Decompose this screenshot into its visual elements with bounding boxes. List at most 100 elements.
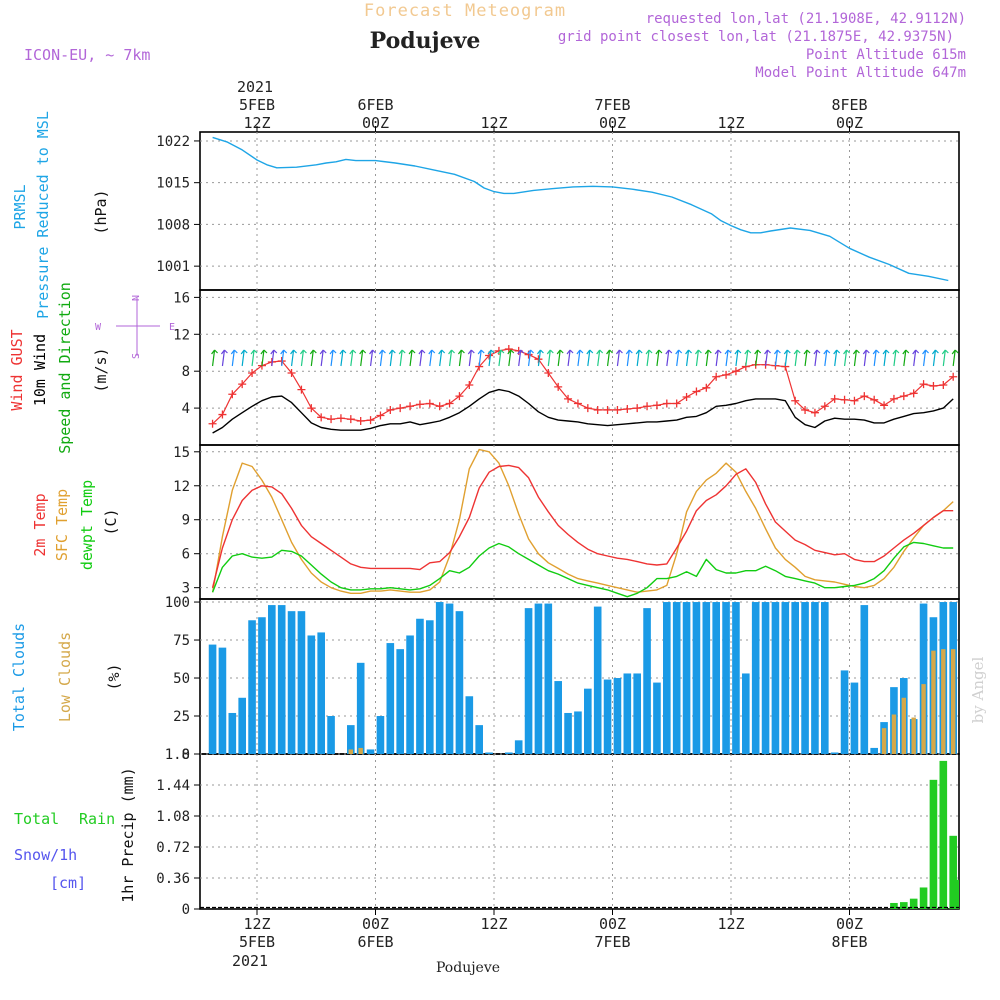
footer-station: Podujeve <box>436 960 500 976</box>
total-cloud-bar <box>574 711 582 754</box>
wind-arrow <box>408 349 416 367</box>
wind-arrow <box>951 349 959 367</box>
total-cloud-bar <box>791 602 799 754</box>
wind-arrow <box>517 349 525 367</box>
total-cloud-bar <box>347 725 355 754</box>
dewpt-line <box>211 541 954 598</box>
total-rain-label-2: Rain <box>79 810 115 828</box>
gust-marker <box>633 404 642 413</box>
gust-marker <box>643 402 652 411</box>
wind-arrow <box>359 349 367 367</box>
total-cloud-bar <box>455 611 464 754</box>
gust-marker <box>356 417 365 426</box>
y-tick-label: 1.8 <box>165 747 190 763</box>
total-cloud-bar <box>732 602 740 754</box>
total-cloud-bar <box>238 697 246 754</box>
total-cloud-bar <box>435 602 444 754</box>
rain-bar <box>890 902 898 909</box>
wind-arrow <box>240 349 248 367</box>
top-tick-hour: 00Z <box>836 114 863 132</box>
rain-bar <box>929 779 938 909</box>
wind-arrow <box>675 349 683 367</box>
gust-marker <box>702 383 711 392</box>
pressure-label-2: Pressure Reduced to MSL <box>34 111 52 319</box>
gust-marker <box>682 393 691 402</box>
y-tick-label: 15 <box>173 445 190 461</box>
wind-arrow <box>912 349 920 367</box>
sfc-temp-line <box>211 448 954 594</box>
total-cloud-bar <box>317 632 325 754</box>
gust-marker <box>445 399 454 408</box>
gust-marker <box>554 382 563 391</box>
total-cloud-bar <box>228 712 237 754</box>
low-cloud-bar <box>921 684 926 754</box>
wind-arrow <box>497 349 505 367</box>
y-tick-label: 1022 <box>156 134 190 150</box>
wind-arrow <box>704 349 712 367</box>
gust-marker <box>722 370 731 379</box>
bottom-tick-hour: 12Z <box>480 915 507 933</box>
total-cloud-bar <box>376 716 385 754</box>
wind-arrow <box>655 349 663 367</box>
wind-arrow <box>329 349 337 367</box>
wind-arrow <box>694 349 702 367</box>
gust-marker <box>652 401 661 410</box>
gust-marker <box>613 405 622 414</box>
gust-marker <box>603 405 612 414</box>
gust-marker <box>830 394 839 403</box>
gust-marker <box>386 405 395 414</box>
low-cloud-bar <box>941 649 946 754</box>
pressure-labels: PRMSL Pressure Reduced to MSL (hPa) <box>11 111 110 319</box>
gust-marker <box>406 402 415 411</box>
y-tick-label: 75 <box>173 633 190 649</box>
wind-label: 10m Wind <box>31 334 49 406</box>
y-tick-label: 3 <box>182 581 190 597</box>
gust-marker <box>850 396 859 405</box>
wind-arrow <box>576 349 584 367</box>
wind-arrow <box>813 349 821 367</box>
total-cloud-bar <box>514 740 523 754</box>
rain-bar <box>909 898 918 909</box>
temp-unit: (C) <box>102 508 120 535</box>
total-cloud-bar <box>840 670 849 754</box>
wind-arrow <box>872 349 880 367</box>
total-cloud-bar <box>248 620 256 754</box>
wind-arrow <box>764 349 771 367</box>
wind-arrow <box>803 349 811 367</box>
wind-arrow <box>428 349 436 367</box>
total-cloud-bar <box>643 608 651 754</box>
gust-marker <box>791 396 800 405</box>
top-tick-hour: 12Z <box>480 114 507 132</box>
low-cloud-bar <box>911 717 916 754</box>
pressure-label-1: PRMSL <box>11 184 29 229</box>
gust-marker <box>297 385 306 394</box>
rain-bar <box>951 879 959 909</box>
wind-arrow <box>625 349 633 367</box>
total-cloud-bar <box>475 725 483 754</box>
total-cloud-bar <box>850 682 859 754</box>
gust-marker <box>218 410 227 419</box>
wind-arrow <box>645 349 653 367</box>
y-tick-label: 1.44 <box>156 778 190 794</box>
bottom-year: 2021 <box>232 952 268 970</box>
wind-arrow <box>685 349 692 367</box>
y-tick-label: 1001 <box>156 259 190 275</box>
bottom-tick-hour: 00Z <box>362 915 389 933</box>
low-cloud-bar <box>891 714 897 754</box>
wind-arrow <box>467 349 475 367</box>
total-cloud-bar <box>258 617 266 754</box>
gust-marker <box>801 405 810 414</box>
wind-arrow <box>309 349 317 367</box>
total-cloud-bar <box>830 752 839 754</box>
bottom-tick-day: 7FEB <box>594 933 630 951</box>
gust-marker <box>810 408 819 417</box>
wind-arrow <box>487 349 495 367</box>
grid-coords: grid point closest lon,lat (21.1875E, 42… <box>558 29 954 45</box>
precip-unit: 1hr Precip (mm) <box>119 767 137 902</box>
y-tick-label: 0 <box>182 747 190 763</box>
low-cloud-bar <box>881 728 887 754</box>
wind-arrow <box>734 349 742 367</box>
top-tick-hour: 12Z <box>243 114 270 132</box>
